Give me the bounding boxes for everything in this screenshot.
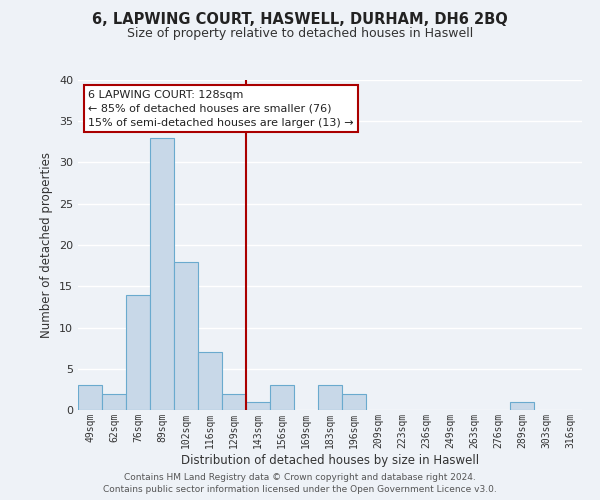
Text: 6, LAPWING COURT, HASWELL, DURHAM, DH6 2BQ: 6, LAPWING COURT, HASWELL, DURHAM, DH6 2…	[92, 12, 508, 28]
Bar	[150, 138, 174, 410]
Bar	[174, 262, 198, 410]
X-axis label: Distribution of detached houses by size in Haswell: Distribution of detached houses by size …	[181, 454, 479, 466]
Text: Contains HM Land Registry data © Crown copyright and database right 2024.: Contains HM Land Registry data © Crown c…	[124, 472, 476, 482]
Bar	[102, 394, 126, 410]
Bar	[246, 402, 270, 410]
Bar	[198, 352, 222, 410]
Bar	[126, 294, 150, 410]
Y-axis label: Number of detached properties: Number of detached properties	[40, 152, 53, 338]
Bar	[78, 385, 102, 410]
Text: 6 LAPWING COURT: 128sqm
← 85% of detached houses are smaller (76)
15% of semi-de: 6 LAPWING COURT: 128sqm ← 85% of detache…	[88, 90, 354, 128]
Text: Contains public sector information licensed under the Open Government Licence v3: Contains public sector information licen…	[103, 485, 497, 494]
Bar	[270, 385, 294, 410]
Bar	[510, 402, 534, 410]
Bar	[222, 394, 246, 410]
Bar	[342, 394, 366, 410]
Bar	[318, 385, 342, 410]
Text: Size of property relative to detached houses in Haswell: Size of property relative to detached ho…	[127, 28, 473, 40]
